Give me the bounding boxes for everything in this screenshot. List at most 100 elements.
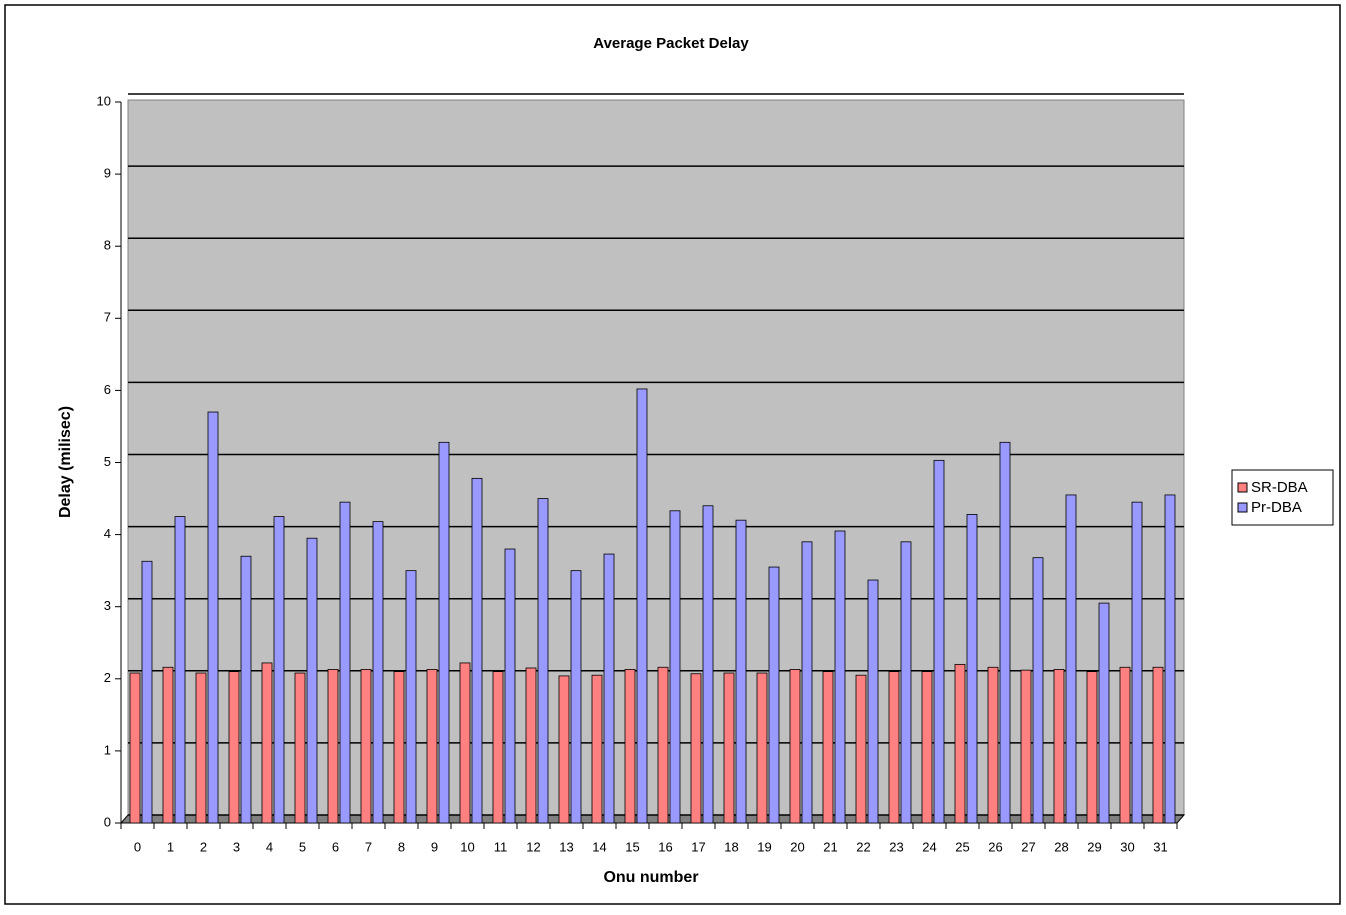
bar (339, 501, 351, 824)
x-tick-label: 23 (889, 839, 903, 854)
x-tick-label: 16 (658, 839, 672, 854)
bar (174, 516, 186, 824)
bar (756, 672, 768, 824)
x-tick-label: 12 (526, 839, 540, 854)
bar (504, 548, 516, 824)
bar (834, 530, 846, 824)
bar (702, 505, 714, 824)
bar (768, 566, 780, 824)
bar (624, 669, 636, 824)
x-tick-label: 21 (823, 839, 837, 854)
x-tick-label: 14 (592, 839, 606, 854)
legend-label: Pr-DBA (1251, 499, 1302, 516)
bar (459, 662, 471, 824)
bar (900, 541, 912, 824)
bar (954, 663, 966, 824)
bar (141, 560, 153, 824)
bar (603, 553, 615, 824)
x-tick-label: 22 (856, 839, 870, 854)
bar (822, 671, 834, 824)
bar (492, 671, 504, 824)
y-tick-label: 7 (104, 310, 111, 325)
bar (1053, 669, 1065, 824)
x-tick-label: 5 (299, 839, 306, 854)
x-tick-label: 10 (460, 839, 474, 854)
x-tick-label: 4 (266, 839, 273, 854)
bar (657, 666, 669, 824)
y-tick-label: 10 (97, 93, 111, 108)
x-tick-label: 17 (691, 839, 705, 854)
bar (1032, 557, 1044, 824)
y-axis-label: Delay (milisec) (57, 406, 74, 518)
y-tick-label: 5 (104, 454, 111, 469)
bar (195, 672, 207, 824)
y-tick-label: 2 (104, 670, 111, 685)
bar (867, 579, 879, 824)
bar (735, 519, 747, 824)
bar (999, 441, 1011, 824)
x-tick-label: 20 (790, 839, 804, 854)
x-tick-label: 29 (1087, 839, 1101, 854)
x-tick-label: 9 (431, 839, 438, 854)
bar (360, 669, 372, 824)
x-tick-label: 0 (134, 839, 141, 854)
bar (966, 514, 978, 824)
bar (1098, 602, 1110, 824)
legend-box (1231, 469, 1334, 526)
bar (1065, 494, 1077, 824)
bar (1086, 671, 1098, 824)
bar (855, 674, 867, 824)
x-tick-label: 26 (988, 839, 1002, 854)
y-tick-label: 0 (104, 814, 111, 829)
bar (393, 671, 405, 824)
bar (438, 441, 450, 824)
bar (405, 570, 417, 824)
x-tick-label: 2 (200, 839, 207, 854)
bar (1152, 666, 1164, 824)
bar (1119, 666, 1131, 824)
x-tick-label: 11 (494, 839, 508, 854)
bar (294, 672, 306, 824)
x-tick-label: 3 (233, 839, 240, 854)
chart-title: Average Packet Delay (593, 35, 749, 52)
x-tick-label: 1 (167, 839, 174, 854)
x-tick-label: 24 (922, 839, 936, 854)
bar (636, 388, 648, 824)
bar (669, 510, 681, 824)
bar (591, 674, 603, 824)
bar (558, 675, 570, 824)
x-tick-label: 31 (1153, 839, 1167, 854)
bar (1020, 669, 1032, 824)
bar (723, 672, 735, 824)
bar (372, 521, 384, 824)
bar (471, 477, 483, 824)
x-tick-label: 6 (332, 839, 339, 854)
x-tick-label: 27 (1021, 839, 1035, 854)
y-tick-label: 6 (104, 382, 111, 397)
bar (1164, 494, 1176, 824)
y-tick-label: 8 (104, 238, 111, 253)
bar (789, 669, 801, 824)
bar (690, 673, 702, 824)
bar (162, 666, 174, 824)
x-tick-label: 25 (955, 839, 969, 854)
y-tick-label: 4 (104, 526, 111, 541)
bar (570, 570, 582, 824)
bar (426, 669, 438, 824)
legend-swatch (1237, 502, 1248, 513)
y-tick-label: 1 (104, 742, 111, 757)
bar (525, 667, 537, 824)
bar (801, 541, 813, 824)
bar (228, 671, 240, 824)
bar (261, 662, 273, 824)
x-axis-label: Onu number (603, 869, 698, 886)
legend-swatch (1237, 482, 1248, 493)
x-tick-label: 30 (1120, 839, 1134, 854)
bar (240, 555, 252, 824)
x-tick-label: 28 (1054, 839, 1068, 854)
bar (273, 516, 285, 824)
y-tick-label: 9 (104, 166, 111, 181)
bar (1131, 501, 1143, 824)
bar (207, 411, 219, 824)
